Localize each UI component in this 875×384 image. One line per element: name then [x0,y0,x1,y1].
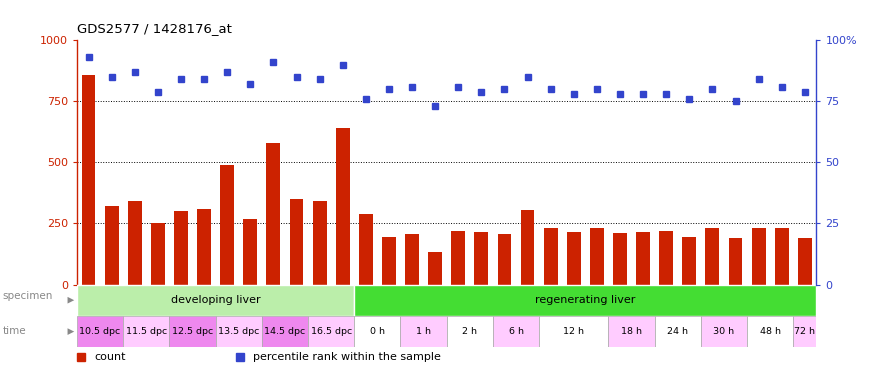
Text: 72 h: 72 h [794,327,816,336]
Bar [77,285,354,316]
Bar [105,206,119,285]
Bar [774,228,788,285]
Bar [659,231,673,285]
Text: count: count [94,352,125,362]
Text: 16.5 dpc: 16.5 dpc [311,327,352,336]
Bar [123,316,170,347]
Text: 14.5 dpc: 14.5 dpc [264,327,305,336]
Bar [752,228,766,285]
Bar [359,214,373,285]
Bar [215,316,262,347]
Text: 2 h: 2 h [462,327,477,336]
Bar [747,316,794,347]
Bar [701,316,747,347]
Bar [613,233,626,285]
Text: 12.5 dpc: 12.5 dpc [172,327,214,336]
Bar [682,237,696,285]
Bar [262,316,308,347]
Text: time: time [3,326,26,336]
Bar [452,231,466,285]
Bar [498,235,511,285]
Text: 11.5 dpc: 11.5 dpc [126,327,167,336]
Bar [174,211,188,285]
Bar [428,252,442,285]
Bar [794,316,816,347]
Text: 48 h: 48 h [760,327,780,336]
Bar [151,223,164,285]
Bar [267,143,280,285]
Bar [354,316,401,347]
Bar [521,210,535,285]
Bar [567,232,581,285]
Bar [729,238,742,285]
Bar [354,285,816,316]
Bar [197,209,211,285]
Bar [543,228,557,285]
Text: 10.5 dpc: 10.5 dpc [80,327,121,336]
Bar [539,316,608,347]
Text: regenerating liver: regenerating liver [536,295,635,305]
Text: GDS2577 / 1428176_at: GDS2577 / 1428176_at [77,22,232,35]
Bar [382,237,396,285]
Text: 24 h: 24 h [668,327,689,336]
Text: 13.5 dpc: 13.5 dpc [218,327,259,336]
Bar [608,316,654,347]
Bar [312,202,326,285]
Bar [77,316,123,347]
Text: 30 h: 30 h [713,327,734,336]
Bar [170,316,215,347]
Bar [447,316,493,347]
Text: 1 h: 1 h [416,327,431,336]
Bar [474,232,488,285]
Bar [590,228,604,285]
Text: specimen: specimen [3,291,53,301]
Text: percentile rank within the sample: percentile rank within the sample [253,352,441,362]
Bar [654,316,701,347]
Bar [81,74,95,285]
Bar [243,218,257,285]
Bar [405,235,419,285]
Bar [128,202,142,285]
Text: 0 h: 0 h [370,327,385,336]
Bar [220,165,234,285]
Text: 12 h: 12 h [564,327,584,336]
Text: developing liver: developing liver [171,295,261,305]
Bar [798,238,812,285]
Bar [401,316,447,347]
Text: 6 h: 6 h [508,327,523,336]
Text: 18 h: 18 h [621,327,642,336]
Bar [636,232,650,285]
Bar [336,128,350,285]
Bar [290,199,304,285]
Bar [308,316,354,347]
Bar [705,228,719,285]
Bar [493,316,539,347]
